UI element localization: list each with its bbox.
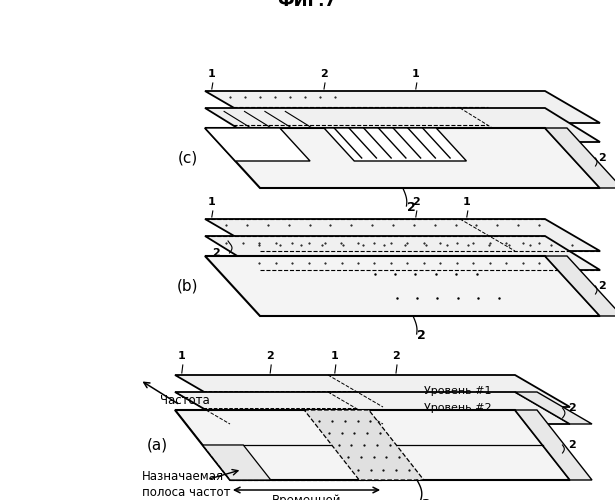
Text: Частота: Частота	[160, 394, 210, 406]
Text: Временной
интервал: Временной интервал	[272, 494, 341, 500]
Text: Уровень #1: Уровень #1	[424, 386, 491, 396]
Polygon shape	[515, 410, 592, 480]
Text: 2: 2	[568, 403, 576, 413]
Text: 2: 2	[392, 351, 400, 361]
Polygon shape	[545, 128, 615, 188]
Text: 2: 2	[412, 197, 419, 207]
Polygon shape	[205, 219, 600, 251]
Text: 1: 1	[208, 197, 216, 207]
Polygon shape	[304, 410, 424, 480]
Polygon shape	[175, 392, 570, 424]
Text: 2: 2	[422, 498, 430, 500]
Text: Назначаемая
полоса частот: Назначаемая полоса частот	[142, 470, 231, 498]
Text: (b): (b)	[177, 278, 198, 293]
Polygon shape	[205, 256, 600, 316]
Text: 1: 1	[331, 351, 339, 361]
Text: 1: 1	[412, 69, 419, 79]
Text: 2: 2	[213, 248, 220, 258]
Polygon shape	[205, 128, 600, 188]
Text: 1: 1	[463, 197, 470, 207]
Text: 2: 2	[320, 69, 328, 79]
Text: 2: 2	[598, 281, 606, 291]
Text: 1: 1	[208, 69, 216, 79]
Polygon shape	[175, 375, 570, 407]
Polygon shape	[202, 445, 271, 480]
Text: (a): (a)	[147, 438, 168, 452]
Text: 1: 1	[178, 351, 186, 361]
Polygon shape	[205, 108, 600, 142]
Text: 2: 2	[568, 440, 576, 450]
Polygon shape	[324, 128, 466, 161]
Text: (c): (c)	[177, 150, 197, 166]
Text: 2: 2	[266, 351, 274, 361]
Polygon shape	[205, 236, 600, 270]
Polygon shape	[205, 128, 310, 161]
Polygon shape	[515, 392, 592, 424]
Text: 2: 2	[598, 153, 606, 163]
Polygon shape	[205, 91, 600, 123]
Text: ФИГ.7: ФИГ.7	[277, 0, 336, 10]
Text: Уровень #2: Уровень #2	[424, 403, 491, 413]
Text: 2: 2	[417, 329, 426, 342]
Polygon shape	[545, 256, 615, 316]
Text: 2: 2	[407, 201, 416, 214]
Polygon shape	[175, 410, 570, 480]
